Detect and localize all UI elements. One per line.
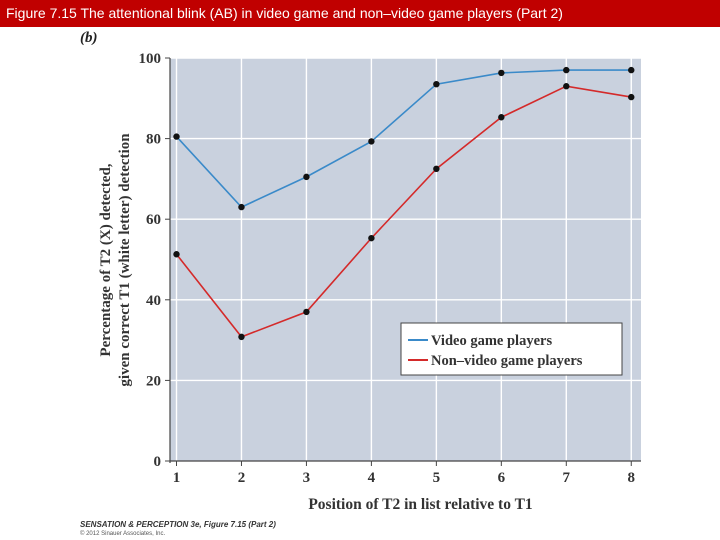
data-point-s1-x1 <box>173 133 180 140</box>
y-tick-label-40: 40 <box>146 293 161 309</box>
x-tick-label-6: 6 <box>498 470 506 486</box>
legend-label-1: Video game players <box>431 333 552 349</box>
x-tick-label-8: 8 <box>628 470 636 486</box>
data-point-s2-x1 <box>173 251 180 258</box>
data-point-s1-x8 <box>628 66 635 74</box>
title-bar: Figure 7.15 The attentional blink (AB) i… <box>0 0 720 27</box>
x-tick-label-2: 2 <box>238 470 246 486</box>
legend-label-2: Non–video game players <box>431 353 583 369</box>
series-line-2 <box>175 85 632 338</box>
data-point-s2-x7 <box>563 83 570 90</box>
y-tick-label-20: 20 <box>146 373 161 389</box>
data-point-s1-x7 <box>563 66 570 74</box>
x-tick-label-3: 3 <box>303 470 311 486</box>
data-point-s2-x4 <box>368 234 375 242</box>
axes <box>169 58 641 463</box>
credit-line-2: © 2012 Sinauer Associates, Inc. <box>80 531 166 537</box>
series-line-1 <box>175 69 632 209</box>
data-point-s1-x4 <box>368 138 375 145</box>
series-group <box>173 66 635 341</box>
legend: Video game players Non–video game players <box>400 322 623 376</box>
x-tick-label-5: 5 <box>433 470 441 486</box>
x-tick-label-4: 4 <box>368 470 376 486</box>
y-axis-label-line1: Percentage of T2 (X) detected, <box>98 163 114 356</box>
data-point-s2-x6 <box>498 114 505 121</box>
legend-box <box>400 322 623 376</box>
data-point-s1-x5 <box>433 80 440 88</box>
data-point-s2-x5 <box>433 165 440 173</box>
y-tick-label-60: 60 <box>146 212 161 228</box>
data-point-s1-x2 <box>238 203 245 211</box>
data-point-s2-x2 <box>238 333 245 341</box>
figure-title: Figure 7.15 The attentional blink (AB) i… <box>6 5 563 21</box>
y-tick-label-100: 100 <box>139 51 162 67</box>
data-point-s2-x8 <box>628 93 635 101</box>
tick-labels: 0 20 40 60 80 100 1 2 3 4 5 6 7 8 <box>139 51 636 486</box>
x-tick-label-1: 1 <box>173 470 181 486</box>
y-tick-label-80: 80 <box>146 132 161 148</box>
x-tick-label-7: 7 <box>563 470 571 486</box>
y-tick-label-0: 0 <box>154 454 162 470</box>
data-point-s1-x3 <box>303 173 310 181</box>
y-axis-label-line2: given correct T1 (white letter) detectio… <box>117 133 133 387</box>
x-axis-label: Position of T2 in list relative to T1 <box>308 496 532 513</box>
data-point-s1-x6 <box>498 69 505 77</box>
panel-label: (b) <box>80 30 98 46</box>
data-point-s2-x3 <box>303 308 310 316</box>
plot-area <box>170 58 641 461</box>
credit-line-1: SENSATION & PERCEPTION 3e, Figure 7.15 (… <box>80 520 276 529</box>
grid-lines <box>170 57 641 461</box>
